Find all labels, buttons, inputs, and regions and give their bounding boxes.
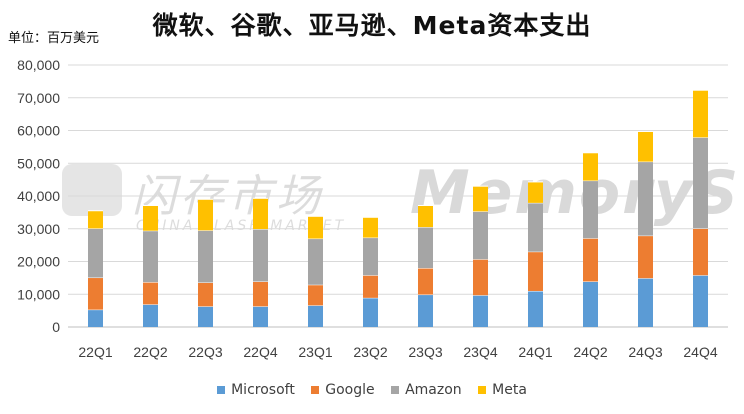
y-tick-label: 10,000 bbox=[17, 286, 60, 302]
x-tick-label: 22Q4 bbox=[243, 344, 277, 360]
bar-amazon bbox=[693, 137, 708, 229]
legend-item-meta: Meta bbox=[478, 382, 527, 398]
bar-amazon bbox=[143, 230, 158, 283]
bar-microsoft bbox=[308, 305, 323, 327]
bar-microsoft bbox=[528, 290, 543, 327]
bar-microsoft bbox=[638, 278, 653, 327]
bar-google bbox=[363, 275, 378, 298]
bar-amazon bbox=[363, 237, 378, 276]
bar-google bbox=[693, 228, 708, 276]
bar-microsoft bbox=[363, 297, 378, 327]
bar-meta bbox=[583, 152, 598, 181]
y-tick-label: 30,000 bbox=[17, 221, 60, 237]
bar-amazon bbox=[638, 161, 653, 236]
stacked-bar-chart: 0 10,000 20,000 30,000 40,000 50,000 60,000 70,… bbox=[17, 57, 728, 360]
y-tick-label: 60,000 bbox=[17, 123, 60, 139]
bar-google bbox=[528, 251, 543, 291]
x-tick-label: 23Q4 bbox=[463, 344, 497, 360]
x-tick-label: 24Q2 bbox=[573, 344, 607, 360]
bar-amazon bbox=[528, 202, 543, 252]
bar-meta bbox=[473, 186, 488, 212]
x-tick-label: 24Q3 bbox=[628, 344, 662, 360]
y-tick-label: 0 bbox=[52, 319, 60, 335]
bar-meta bbox=[693, 90, 708, 138]
bar-meta bbox=[143, 205, 158, 231]
bar-microsoft bbox=[253, 306, 268, 327]
legend-swatch-microsoft bbox=[217, 386, 226, 394]
bar-microsoft bbox=[693, 275, 708, 327]
legend-swatch-amazon bbox=[391, 386, 400, 394]
x-tick-label: 24Q4 bbox=[683, 344, 717, 360]
bar-meta bbox=[308, 216, 323, 239]
bar-microsoft bbox=[418, 294, 433, 327]
legend-item-microsoft: Microsoft bbox=[217, 382, 295, 398]
bar-amazon bbox=[418, 227, 433, 269]
bar-amazon bbox=[253, 229, 268, 282]
bar-google bbox=[418, 268, 433, 295]
legend-item-amazon: Amazon bbox=[391, 382, 462, 398]
bar-google bbox=[253, 281, 268, 307]
x-tick-label: 22Q1 bbox=[78, 344, 112, 360]
chart-title: 微软、谷歌、亚马逊、Meta资本支出 bbox=[152, 11, 592, 40]
y-tick-label: 40,000 bbox=[17, 188, 60, 204]
bar-amazon bbox=[308, 238, 323, 285]
legend-label-meta: Meta bbox=[492, 382, 527, 398]
bar-meta bbox=[363, 217, 378, 238]
legend-swatch-meta bbox=[478, 386, 487, 394]
bar-google bbox=[143, 282, 158, 305]
x-tick-label: 23Q2 bbox=[353, 344, 387, 360]
bar-google bbox=[638, 235, 653, 279]
bar-meta bbox=[418, 205, 433, 228]
bar-microsoft bbox=[198, 306, 213, 327]
bar-microsoft bbox=[473, 295, 488, 327]
y-tick-label: 50,000 bbox=[17, 155, 60, 171]
bar-google bbox=[88, 277, 103, 310]
x-tick-label: 23Q1 bbox=[298, 344, 332, 360]
legend-item-google: Google bbox=[311, 382, 375, 398]
y-tick-label: 70,000 bbox=[17, 90, 60, 106]
bar-google bbox=[583, 238, 598, 282]
bar-meta bbox=[253, 198, 268, 230]
x-tick-label: 22Q2 bbox=[133, 344, 167, 360]
x-tick-label: 23Q3 bbox=[408, 344, 442, 360]
x-tick-label: 24Q1 bbox=[518, 344, 552, 360]
bar-meta bbox=[528, 181, 543, 203]
bar-amazon bbox=[583, 180, 598, 239]
bar-google bbox=[473, 259, 488, 296]
bar-meta bbox=[638, 131, 653, 162]
unit-label: 单位：百万美元 bbox=[8, 31, 100, 46]
legend-label-google: Google bbox=[325, 382, 375, 398]
legend-swatch-google bbox=[311, 386, 320, 394]
legend-label-microsoft: Microsoft bbox=[231, 382, 295, 398]
bar-amazon bbox=[88, 228, 103, 278]
bar-microsoft bbox=[143, 304, 158, 327]
bar-google bbox=[198, 282, 213, 307]
legend: Microsoft Google Amazon Meta bbox=[0, 382, 744, 398]
y-tick-label: 80,000 bbox=[17, 57, 60, 73]
bar-microsoft bbox=[583, 281, 598, 327]
x-tick-label: 22Q3 bbox=[188, 344, 222, 360]
bar-meta bbox=[88, 210, 103, 229]
bar-microsoft bbox=[88, 309, 103, 327]
bar-amazon bbox=[198, 230, 213, 283]
bar-amazon bbox=[473, 211, 488, 260]
y-tick-label: 20,000 bbox=[17, 254, 60, 270]
legend-label-amazon: Amazon bbox=[405, 382, 462, 398]
bar-google bbox=[308, 284, 323, 306]
bar-meta bbox=[198, 199, 213, 231]
